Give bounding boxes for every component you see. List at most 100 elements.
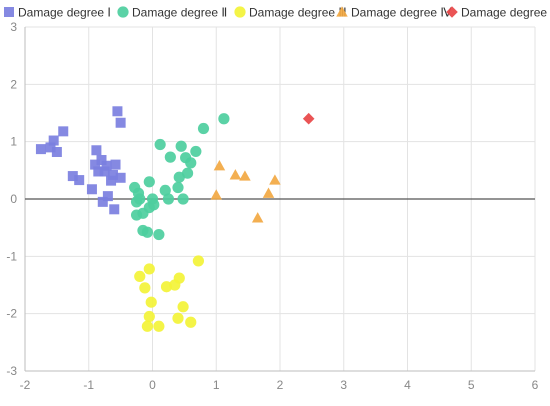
- legend-item-2[interactable]: Damage degree Ⅱ: [117, 6, 227, 20]
- data-point: [229, 169, 242, 180]
- data-point: [97, 196, 108, 207]
- legend-label: Damage degree Ⅲ: [249, 6, 347, 20]
- data-point: [35, 144, 46, 155]
- data-point: [153, 228, 165, 241]
- data-point: [141, 226, 153, 238]
- data-point: [134, 270, 146, 282]
- data-point: [197, 122, 210, 135]
- data-point: [101, 160, 112, 171]
- data-point: [96, 155, 107, 166]
- data-point: [159, 184, 171, 196]
- y-tick-label: 0: [10, 192, 17, 206]
- x-tick-label: 2: [277, 378, 284, 392]
- data-point: [218, 113, 230, 125]
- data-point: [172, 181, 184, 194]
- data-point: [251, 212, 264, 223]
- x-tick-label: 3: [340, 378, 347, 392]
- y-tick-label: 1: [10, 135, 17, 149]
- data-points: [35, 106, 315, 332]
- data-point: [173, 272, 185, 284]
- data-point: [181, 167, 194, 179]
- data-point: [192, 255, 204, 267]
- y-tick-label: 2: [10, 77, 17, 91]
- legend-marker: [117, 6, 129, 18]
- data-point: [269, 174, 281, 185]
- x-tick-label: -2: [20, 378, 31, 392]
- data-point: [58, 126, 69, 137]
- data-point: [175, 140, 187, 152]
- series-4: [210, 159, 281, 223]
- data-point: [148, 199, 160, 211]
- data-point: [143, 176, 155, 188]
- data-point: [302, 112, 315, 125]
- data-point: [93, 166, 104, 177]
- y-tick-label: -2: [6, 307, 17, 321]
- legend-marker: [234, 6, 246, 18]
- data-point: [67, 171, 78, 182]
- series-3: [134, 255, 204, 332]
- legend-item-3[interactable]: Damage degree Ⅲ: [234, 6, 347, 20]
- legend-marker: [446, 6, 458, 18]
- data-point: [154, 138, 166, 151]
- x-tick-label: 1: [213, 378, 220, 392]
- data-point: [102, 191, 113, 202]
- data-point: [177, 193, 189, 205]
- series-5: [302, 112, 315, 125]
- data-point: [213, 159, 226, 171]
- data-point: [107, 169, 118, 180]
- data-point: [115, 117, 126, 128]
- data-point: [190, 145, 202, 158]
- data-point: [109, 204, 120, 215]
- data-point: [86, 184, 97, 195]
- data-point: [145, 296, 157, 308]
- data-point: [185, 316, 197, 328]
- data-point: [48, 135, 59, 146]
- data-point: [185, 157, 197, 169]
- data-point: [139, 282, 151, 294]
- y-tick-label: -3: [6, 364, 17, 378]
- data-point: [210, 189, 222, 200]
- legend[interactable]: Damage degree Ⅰ Damage degree Ⅱ Damage deg…: [4, 6, 550, 20]
- data-point: [134, 193, 146, 205]
- legend-label: Damage degree Ⅱ: [132, 6, 227, 20]
- x-tick-label: -1: [83, 378, 94, 392]
- x-tick-label: 5: [468, 378, 475, 392]
- data-point: [164, 151, 176, 163]
- legend-marker: [336, 6, 348, 17]
- data-point: [99, 166, 110, 177]
- legend-marker: [4, 7, 14, 17]
- x-tick-label: 0: [149, 378, 156, 392]
- data-point: [106, 175, 117, 186]
- series-1: [35, 106, 126, 215]
- data-point: [262, 187, 275, 198]
- legend-item-5[interactable]: Damage degree Ⅴ: [446, 6, 550, 20]
- data-point: [143, 310, 155, 323]
- data-point: [130, 209, 143, 221]
- data-point: [45, 142, 56, 153]
- series-2: [129, 113, 230, 241]
- data-point: [90, 159, 101, 170]
- y-tick-label: 3: [10, 20, 17, 34]
- legend-item-4[interactable]: Damage degree Ⅳ: [336, 6, 451, 20]
- data-point: [143, 263, 155, 275]
- legend-label: Damage degree Ⅰ: [18, 6, 111, 20]
- data-point: [110, 159, 121, 170]
- legend-label: Damage degree Ⅴ: [461, 6, 550, 20]
- data-point: [172, 312, 184, 324]
- data-point: [162, 193, 175, 205]
- data-point: [141, 320, 153, 332]
- y-tick-label: -1: [6, 249, 17, 263]
- legend-label: Damage degree Ⅳ: [351, 6, 451, 20]
- data-point: [51, 146, 62, 157]
- data-point: [74, 175, 85, 186]
- data-point: [153, 320, 165, 332]
- data-point: [239, 170, 251, 181]
- data-point: [173, 171, 185, 183]
- legend-item-1[interactable]: Damage degree Ⅰ: [4, 6, 111, 20]
- data-point: [115, 172, 126, 183]
- data-point: [177, 301, 189, 313]
- x-tick-label: 4: [404, 378, 411, 392]
